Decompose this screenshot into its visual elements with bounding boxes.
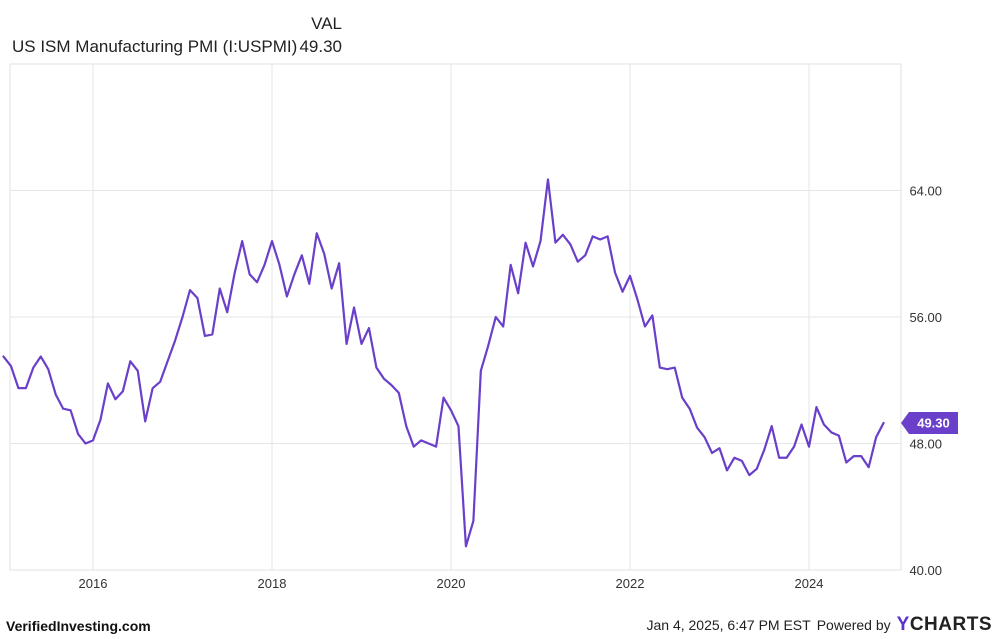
y-tick-label: 40.00 xyxy=(909,563,942,578)
ycharts-logo[interactable]: Y CHARTS xyxy=(897,614,992,636)
ycharts-logo-y: Y xyxy=(896,614,910,635)
legend-series-name[interactable]: US ISM Manufacturing PMI (I:USPMI) xyxy=(12,37,298,56)
last-value-label: 49.30 xyxy=(917,415,950,430)
ycharts-logo-text: CHARTS xyxy=(909,614,992,635)
horizontal-gridlines xyxy=(10,190,901,571)
y-tick-label: 48.00 xyxy=(909,437,942,452)
x-axis-labels: 2016 2018 2020 2022 2024 xyxy=(79,576,824,591)
legend-series-value: 49.30 xyxy=(299,37,342,56)
powered-by-text: Powered by xyxy=(816,617,891,633)
last-value-badge: 49.30 xyxy=(901,411,958,434)
legend-column-header: VAL xyxy=(311,14,342,33)
last-value-badge-shape xyxy=(901,411,958,434)
x-tick-label: 2016 xyxy=(79,576,108,591)
vertical-gridlines xyxy=(92,64,810,570)
y-axis-labels: 40.00 48.00 56.00 64.00 xyxy=(909,184,942,579)
x-tick-label: 2018 xyxy=(258,576,287,591)
x-tick-label: 2022 xyxy=(616,576,645,591)
x-tick-label: 2024 xyxy=(795,576,824,591)
y-tick-label: 56.00 xyxy=(909,310,942,325)
footer-attribution: Jan 4, 2025, 6:47 PM EST Powered by Y CHA… xyxy=(646,614,992,636)
series-line xyxy=(2,178,885,548)
line-chart: 40.00 48.00 56.00 64.00 2016 2018 2020 2022 202… xyxy=(1,63,958,591)
x-tick-label: 2020 xyxy=(437,576,466,591)
brand-text[interactable]: VerifiedInvesting.com xyxy=(6,618,151,634)
timestamp: Jan 4, 2025, 6:47 PM EST xyxy=(646,617,811,633)
plot-frame xyxy=(9,63,902,571)
y-tick-label: 64.00 xyxy=(909,184,942,199)
data-points xyxy=(1,176,887,549)
